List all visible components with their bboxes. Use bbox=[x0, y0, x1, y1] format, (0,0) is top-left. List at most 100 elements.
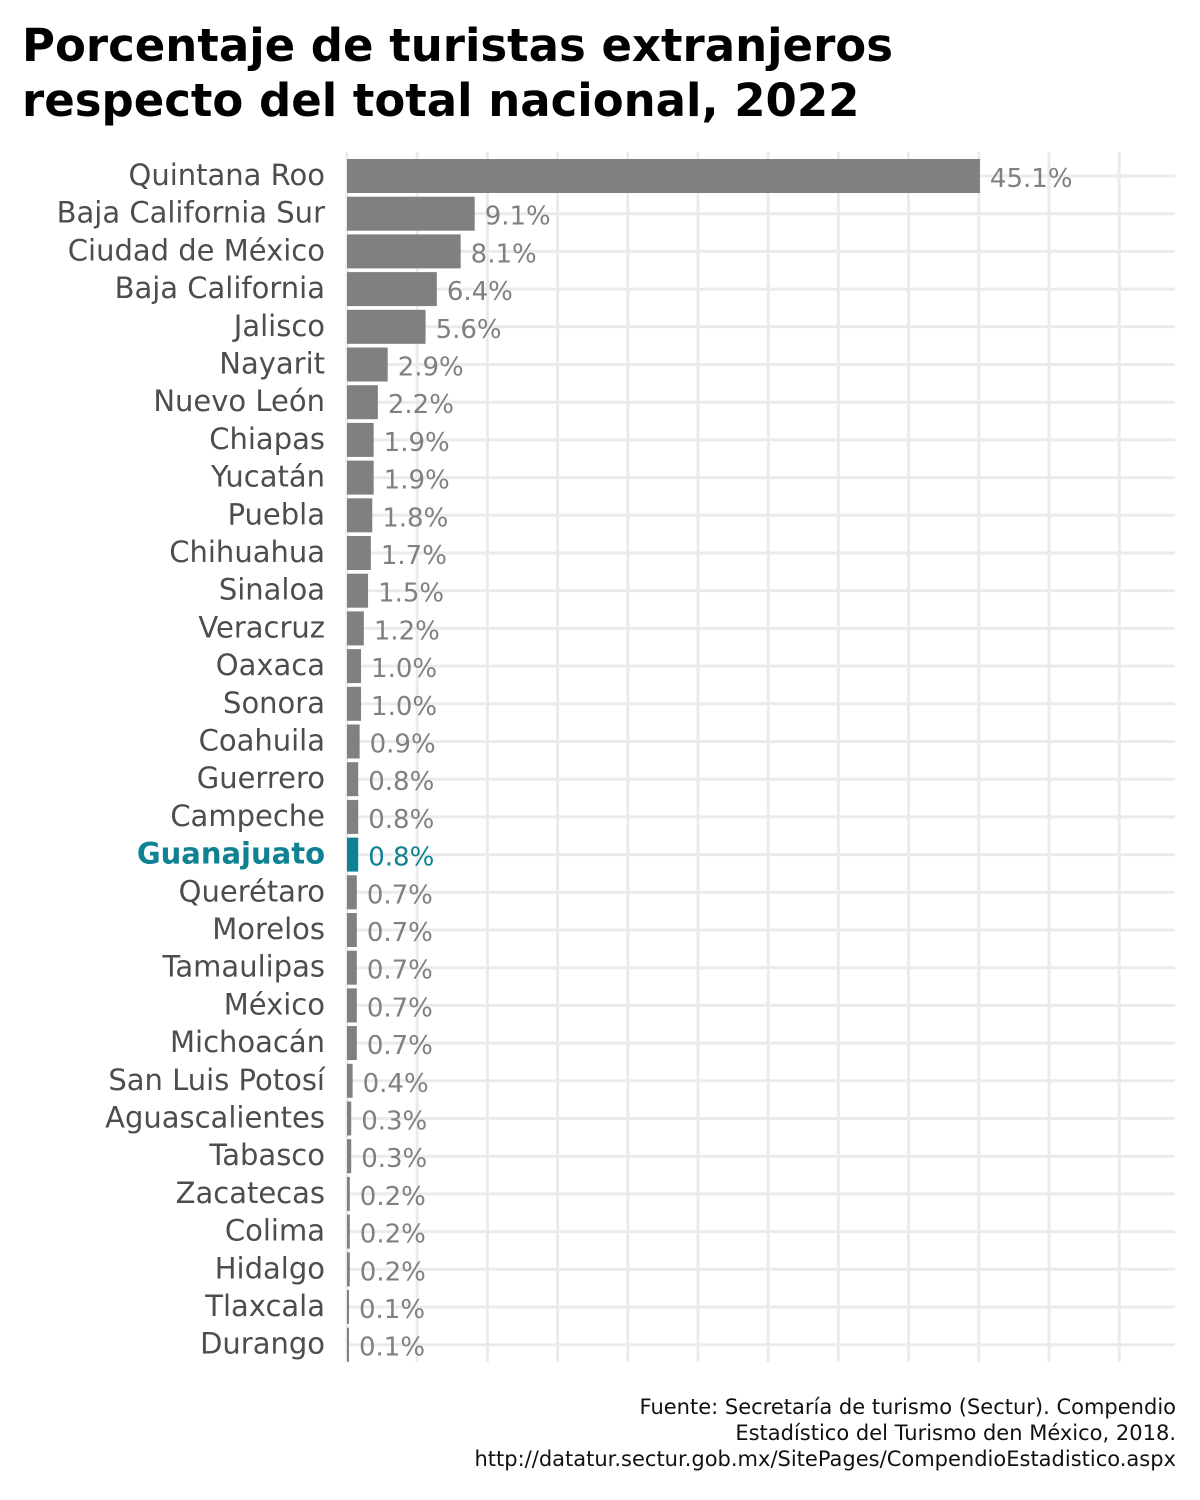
category-label: Querétaro bbox=[179, 874, 325, 908]
bar bbox=[347, 1290, 349, 1324]
bar bbox=[347, 611, 364, 646]
bar bbox=[347, 1139, 352, 1174]
category-label: Chiapas bbox=[209, 422, 325, 456]
source-line-3: http://datatur.sectur.gob.mx/SitePages/C… bbox=[474, 1447, 1176, 1471]
data-label: 0.7% bbox=[367, 1031, 433, 1061]
bar bbox=[347, 536, 371, 570]
data-label: 5.6% bbox=[436, 315, 502, 345]
bar bbox=[347, 1327, 349, 1362]
category-label: Ciudad de México bbox=[68, 233, 325, 267]
category-label: Yucatán bbox=[210, 460, 325, 494]
category-label: Jalisco bbox=[232, 309, 325, 343]
data-label: 1.9% bbox=[384, 428, 450, 458]
data-label: 0.1% bbox=[359, 1295, 425, 1325]
category-label: Morelos bbox=[212, 912, 325, 946]
bar bbox=[347, 762, 359, 797]
category-label: Oaxaca bbox=[216, 648, 325, 682]
bar bbox=[347, 272, 437, 307]
bar bbox=[347, 234, 461, 269]
bar bbox=[347, 837, 359, 872]
bar bbox=[347, 724, 360, 759]
data-label: 0.3% bbox=[361, 1107, 427, 1137]
category-label: Tlaxcala bbox=[204, 1289, 325, 1323]
category-label: México bbox=[224, 987, 325, 1021]
data-label: 9.1% bbox=[485, 202, 551, 232]
category-label: Sonora bbox=[223, 686, 325, 720]
data-label: 1.0% bbox=[371, 654, 437, 684]
category-label: Durango bbox=[200, 1327, 325, 1361]
bar bbox=[347, 1214, 350, 1249]
bar bbox=[347, 347, 388, 382]
source-line-1: Fuente: Secretaría de turismo (Sectur). … bbox=[639, 1395, 1176, 1419]
bar bbox=[347, 498, 373, 533]
data-label: 0.4% bbox=[363, 1069, 429, 1099]
data-label: 1.9% bbox=[384, 466, 450, 496]
category-label: Coahuila bbox=[199, 724, 325, 758]
data-label: 0.8% bbox=[368, 767, 434, 797]
bar bbox=[347, 385, 378, 420]
chart-title-line-2: respecto del total nacional, 2022 bbox=[22, 74, 860, 127]
data-label: 1.0% bbox=[371, 692, 437, 722]
chart-title: Porcentaje de turistas extranjeros respe… bbox=[22, 18, 1172, 128]
category-label: Baja California Sur bbox=[57, 196, 325, 230]
data-label: 0.8% bbox=[368, 843, 434, 873]
bar bbox=[347, 875, 357, 910]
data-label: 0.1% bbox=[359, 1333, 425, 1363]
bar bbox=[347, 1063, 353, 1098]
category-label: Campeche bbox=[170, 799, 325, 833]
bar bbox=[347, 1176, 350, 1211]
data-label: 1.8% bbox=[382, 503, 448, 533]
bar bbox=[347, 686, 362, 721]
category-label: Veracruz bbox=[198, 610, 325, 644]
bar bbox=[347, 422, 374, 457]
category-label: Guanajuato bbox=[137, 837, 325, 871]
bar bbox=[347, 913, 357, 947]
data-label: 0.2% bbox=[360, 1182, 426, 1212]
category-label: Quintana Roo bbox=[129, 158, 326, 192]
bar bbox=[347, 196, 475, 231]
bar bbox=[347, 309, 426, 344]
data-label: 0.7% bbox=[367, 956, 433, 986]
data-label: 6.4% bbox=[447, 277, 513, 307]
category-label: Nayarit bbox=[219, 347, 325, 381]
category-label: Hidalgo bbox=[215, 1251, 325, 1285]
data-label: 0.7% bbox=[367, 993, 433, 1023]
data-label: 0.2% bbox=[360, 1220, 426, 1250]
source-line-2: Estadístico del Turismo den México, 2018… bbox=[735, 1421, 1176, 1445]
category-label: Baja California bbox=[115, 271, 325, 305]
data-label: 45.1% bbox=[990, 164, 1073, 194]
category-label: Guerrero bbox=[197, 761, 325, 795]
data-label: 2.2% bbox=[388, 390, 454, 420]
data-label: 0.7% bbox=[367, 880, 433, 910]
bar bbox=[347, 460, 374, 495]
bar bbox=[347, 799, 359, 834]
bar bbox=[347, 1026, 357, 1061]
category-label: Tabasco bbox=[208, 1138, 325, 1172]
bar bbox=[347, 159, 980, 193]
category-label: Michoacán bbox=[170, 1025, 325, 1059]
category-label: Tamaulipas bbox=[162, 950, 326, 984]
value-labels: 45.1% 9.1% 8.1% 6.4% 5.6% 2.9% 2.2% 1.9% 1.9% 1.8… bbox=[359, 164, 1073, 1363]
bar bbox=[347, 1252, 350, 1287]
category-label: Chihuahua bbox=[169, 535, 325, 569]
bars bbox=[347, 159, 980, 1362]
data-label: 1.5% bbox=[378, 579, 444, 609]
bar bbox=[347, 1101, 352, 1136]
data-label: 0.7% bbox=[367, 918, 433, 948]
category-label: Nuevo León bbox=[153, 384, 325, 418]
bar bbox=[347, 988, 357, 1023]
data-label: 0.8% bbox=[368, 805, 434, 835]
category-label: Colima bbox=[225, 1214, 325, 1248]
data-label: 8.1% bbox=[471, 239, 537, 269]
category-label: Aguascalientes bbox=[105, 1101, 325, 1135]
source-note: Fuente: Secretaría de turismo (Sectur). … bbox=[474, 1394, 1176, 1472]
bar bbox=[347, 649, 362, 684]
bar bbox=[347, 573, 369, 608]
category-label: Sinaloa bbox=[219, 573, 325, 607]
data-label: 0.3% bbox=[361, 1144, 427, 1174]
data-label: 1.2% bbox=[374, 616, 440, 646]
data-label: 1.7% bbox=[381, 541, 447, 571]
category-label: Puebla bbox=[228, 497, 325, 531]
